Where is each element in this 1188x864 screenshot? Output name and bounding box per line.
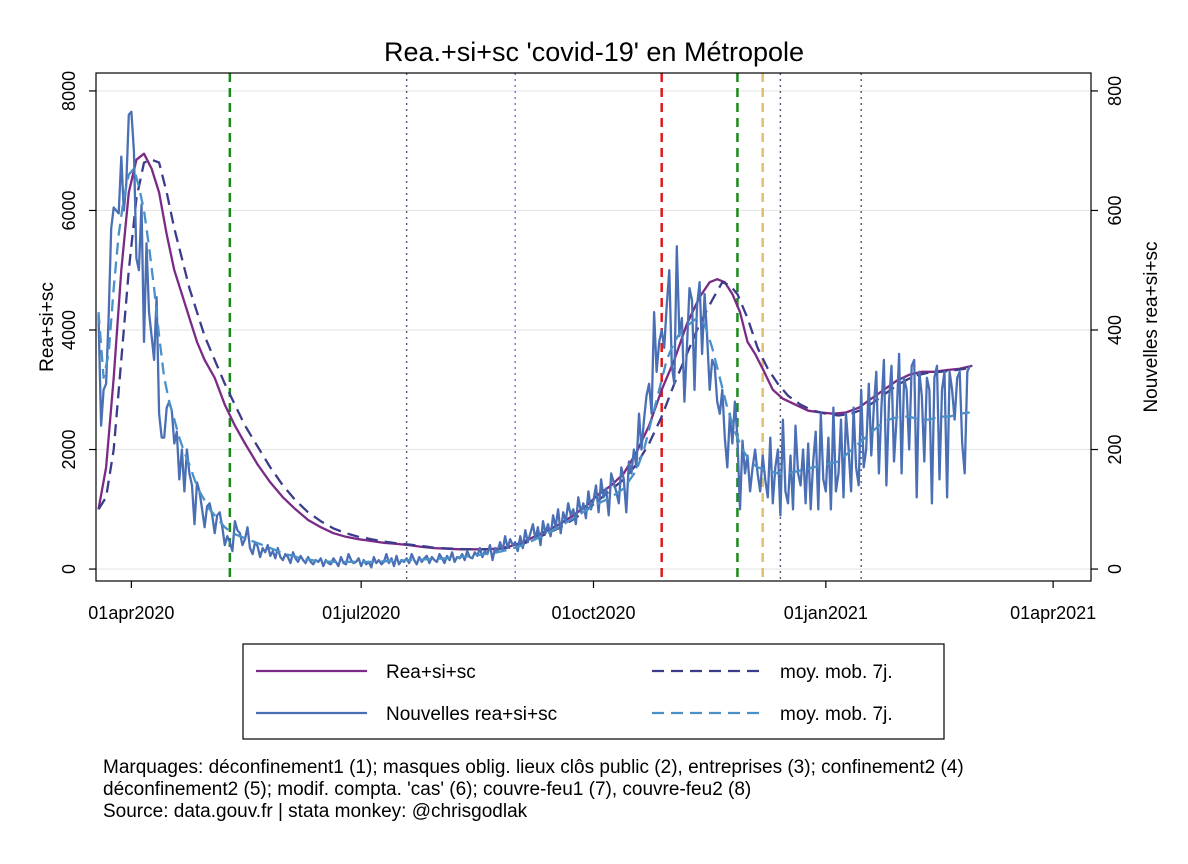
- y-left-tick-label-0: 0: [59, 564, 79, 574]
- series-line-2: [97, 158, 973, 551]
- x-tick-label-01apr2020: 01apr2020: [88, 603, 174, 623]
- legend-label-4: moy. mob. 7j.: [780, 704, 893, 725]
- y-right-tick-label-400: 400: [1105, 315, 1125, 345]
- y-left-tick-label-2000: 2000: [59, 429, 79, 469]
- y-right-tick-label-800: 800: [1105, 76, 1125, 106]
- y-right-tick-label-200: 200: [1105, 434, 1125, 464]
- x-tick-label-01jul2020: 01jul2020: [322, 603, 400, 623]
- x-tick-label-01jan2021: 01jan2021: [784, 603, 868, 623]
- y-right-tick-label-600: 600: [1105, 195, 1125, 225]
- y-right-tick-label-0: 0: [1105, 564, 1125, 574]
- series-lines: [97, 110, 973, 569]
- footnotes: Marquages: déconfinement1 (1); masques o…: [103, 757, 964, 823]
- x-tick-label-01apr2021: 01apr2021: [1010, 603, 1096, 623]
- y-axis-right-label: Nouvelles rea+si+sc: [1141, 241, 1162, 412]
- event-markers: [228, 73, 862, 581]
- legend-box: [242, 643, 945, 740]
- legend-label-1: Rea+si+sc: [386, 662, 476, 683]
- chart-title: Rea.+si+sc 'covid-19' en Métropole: [384, 37, 804, 67]
- footnote-source: Source: data.gouv.fr | stata monkey: @ch…: [103, 801, 528, 822]
- legend-label-2: moy. mob. 7j.: [780, 662, 893, 683]
- legend: Rea+si+sc moy. mob. 7j. Nouvelles rea+si+s…: [242, 643, 945, 740]
- axis-ticks: 0 2000 4000 6000 8000 0 200 400 600 800 01apr2020 0…: [59, 71, 1125, 623]
- series-line-3: [97, 110, 971, 569]
- y-left-tick-label-4000: 4000: [59, 310, 79, 350]
- footnote-markings: Marquages: déconfinement1 (1); masques o…: [103, 757, 964, 778]
- series-line-4: [97, 167, 970, 564]
- footnote-markings-cont: déconfinement2 (5); modif. compta. 'cas'…: [103, 779, 752, 800]
- x-tick-label-01oct2020: 01oct2020: [551, 603, 635, 623]
- y-left-tick-label-6000: 6000: [59, 190, 79, 230]
- legend-label-3: Nouvelles rea+si+sc: [386, 704, 557, 725]
- y-axis-left-label: Rea+si+sc: [37, 282, 58, 372]
- y-left-tick-label-8000: 8000: [59, 71, 79, 111]
